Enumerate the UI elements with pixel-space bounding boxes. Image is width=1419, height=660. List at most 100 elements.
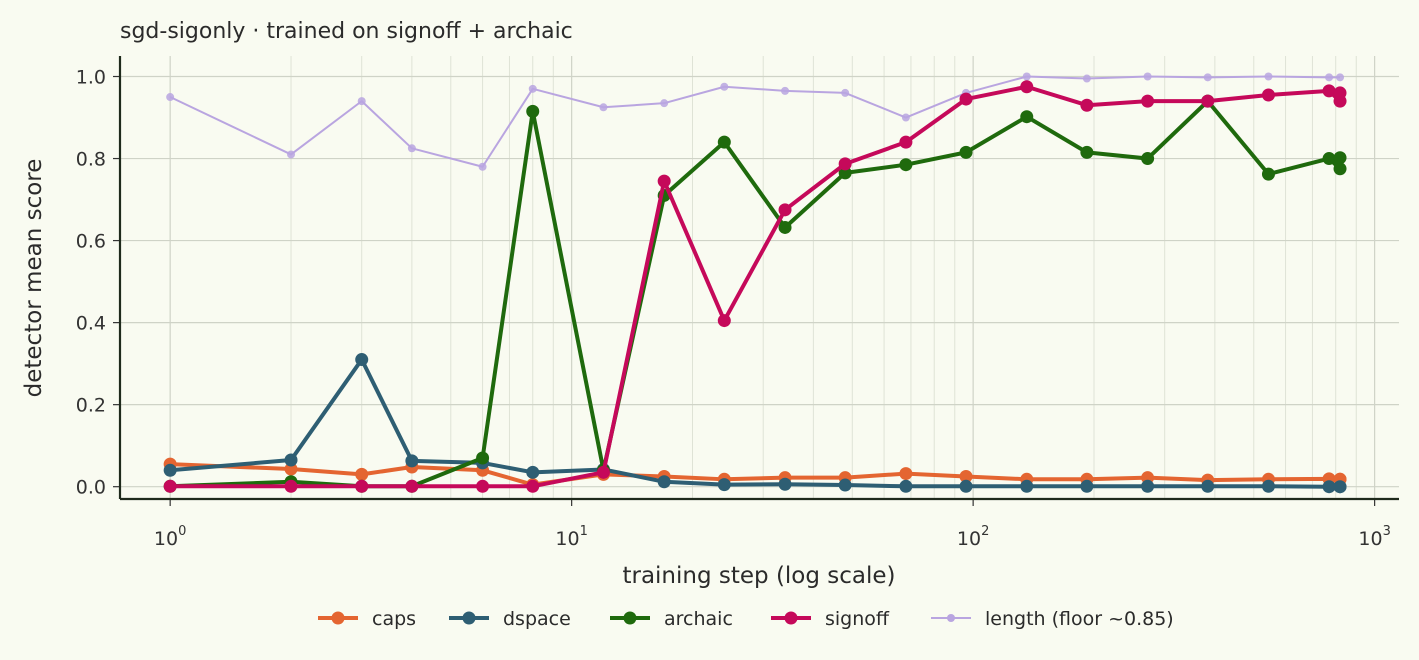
y-tick-label: 0.0 — [76, 477, 106, 499]
data-point — [1333, 480, 1347, 494]
series-line-length — [169, 75, 1341, 168]
series-line-archaic — [170, 99, 1342, 489]
data-point — [1020, 110, 1034, 124]
data-point — [838, 166, 852, 180]
series-signoff — [163, 80, 1347, 493]
data-point — [1022, 72, 1031, 81]
data-point — [1080, 479, 1094, 493]
data-point — [284, 453, 298, 467]
data-point — [405, 454, 419, 468]
y-tick-label: 0.6 — [76, 231, 106, 253]
legend-label: length (floor ~0.85) — [985, 608, 1174, 630]
x-tick-label: 101 — [555, 524, 587, 550]
data-point — [407, 144, 416, 153]
data-point — [1333, 86, 1347, 100]
data-point — [1333, 162, 1347, 176]
legend-swatch-marker — [623, 611, 637, 625]
data-point — [1325, 73, 1334, 82]
data-point — [841, 88, 850, 97]
data-point — [476, 451, 490, 465]
x-tick-label: 103 — [1358, 524, 1390, 550]
x-axis-label: training step (log scale) — [622, 563, 895, 589]
series-line-caps — [170, 462, 1341, 487]
y-tick-label: 1.0 — [76, 67, 106, 89]
data-point — [657, 174, 671, 188]
y-tick-label: 0.2 — [76, 395, 106, 417]
data-point — [1141, 152, 1155, 166]
data-point — [357, 97, 366, 106]
data-point — [1201, 94, 1215, 108]
data-point — [476, 479, 490, 493]
legend-item: dspace — [449, 608, 571, 630]
data-point — [1264, 72, 1273, 81]
data-point — [1201, 479, 1215, 493]
data-point — [355, 479, 369, 493]
data-point — [1082, 74, 1091, 83]
data-point — [901, 113, 910, 122]
legend-label: signoff — [825, 608, 890, 630]
data-point — [899, 158, 913, 172]
axes — [113, 56, 1399, 506]
legend-item: archaic — [610, 608, 733, 630]
data-point — [526, 104, 540, 118]
data-point — [660, 99, 669, 108]
data-point — [1322, 480, 1336, 494]
y-tick-label: 0.4 — [76, 313, 106, 335]
legend-swatch-marker — [784, 611, 798, 625]
data-point — [1261, 167, 1275, 181]
data-point — [1020, 80, 1034, 94]
legend-label: archaic — [664, 608, 733, 630]
data-point — [163, 463, 177, 477]
data-point — [1261, 88, 1275, 102]
data-point — [959, 469, 973, 483]
data-point — [959, 479, 973, 493]
data-point — [163, 479, 177, 493]
data-point — [596, 465, 610, 479]
data-point — [717, 478, 731, 492]
data-point — [528, 84, 537, 93]
data-point — [526, 479, 540, 493]
series-line-signoff — [170, 84, 1342, 489]
data-point — [838, 478, 852, 492]
data-point — [405, 479, 419, 493]
plot-area — [163, 72, 1347, 494]
data-point — [284, 479, 298, 493]
data-point — [720, 82, 729, 91]
data-point — [1143, 72, 1152, 81]
data-point — [478, 162, 487, 171]
data-point — [959, 145, 973, 159]
legend-swatch-marker — [947, 614, 955, 622]
y-tick-label: 0.8 — [76, 149, 106, 171]
x-tick-label: 102 — [957, 524, 989, 550]
data-point — [778, 477, 792, 491]
data-point — [717, 314, 731, 328]
data-point — [287, 150, 296, 159]
data-point — [1322, 84, 1336, 98]
data-point — [1080, 145, 1094, 159]
x-tick-label: 100 — [154, 524, 186, 550]
data-point — [1333, 151, 1347, 165]
data-point — [899, 135, 913, 149]
legend-item: caps — [318, 608, 416, 630]
data-point — [1141, 479, 1155, 493]
data-point — [778, 203, 792, 217]
legend-swatch-marker — [462, 611, 476, 625]
legend-item: length (floor ~0.85) — [931, 608, 1174, 630]
series-archaic — [163, 94, 1347, 493]
legend-item: signoff — [771, 608, 890, 630]
y-axis-label: detector mean score — [21, 159, 47, 398]
data-point — [1080, 98, 1094, 112]
data-point — [778, 220, 792, 234]
chart-title: sgd-sigonly · trained on signoff + archa… — [120, 19, 573, 44]
data-point — [1141, 94, 1155, 108]
data-point — [781, 86, 790, 95]
data-point — [1020, 479, 1034, 493]
data-point — [355, 467, 369, 481]
data-point — [1336, 73, 1345, 82]
data-point — [1322, 152, 1336, 166]
legend: caps dspace archaic signoff length (floor ~0… — [318, 608, 1174, 630]
data-point — [599, 103, 608, 112]
data-point — [1203, 73, 1212, 82]
data-point — [838, 157, 852, 171]
